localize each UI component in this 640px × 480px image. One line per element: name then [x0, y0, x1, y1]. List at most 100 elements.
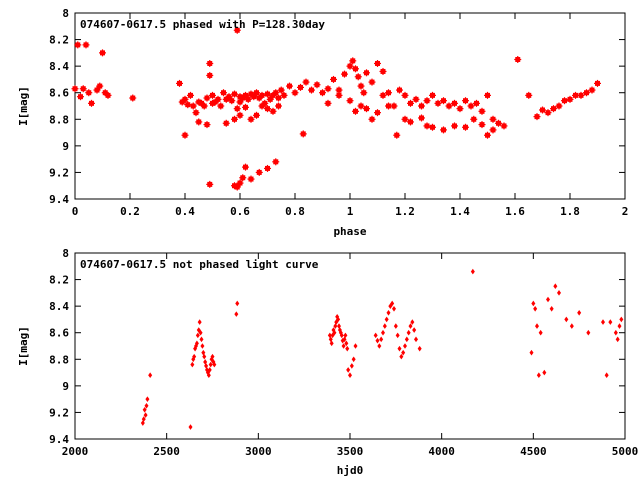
- data-point: [235, 300, 240, 307]
- data-point: [368, 115, 376, 123]
- data-point: [588, 86, 596, 94]
- data-point: [236, 111, 244, 119]
- data-point: [601, 319, 605, 325]
- data-point: [291, 89, 299, 97]
- data-point: [247, 175, 255, 183]
- data-point: [264, 164, 271, 172]
- data-point: [514, 56, 522, 63]
- data-point: [234, 311, 239, 317]
- top-y-axis-label: I[mag]: [17, 86, 30, 126]
- data-point: [390, 300, 395, 307]
- data-point: [393, 323, 398, 329]
- data-point: [299, 130, 307, 138]
- data-point: [401, 349, 406, 356]
- data-point: [434, 99, 442, 107]
- data-point: [542, 369, 547, 376]
- data-point: [225, 93, 233, 101]
- data-point: [141, 416, 146, 422]
- data-point: [272, 89, 280, 97]
- top-x-tick-label: 1.8: [560, 205, 580, 218]
- bottom-x-tick-label: 2000: [62, 445, 89, 458]
- data-point: [423, 122, 431, 130]
- data-point: [349, 363, 354, 369]
- data-point: [228, 97, 236, 105]
- data-point: [546, 296, 550, 303]
- top-y-tick-label: 8.4: [49, 60, 69, 73]
- data-point: [329, 340, 334, 347]
- data-point: [410, 319, 415, 325]
- data-point: [71, 85, 79, 93]
- data-point: [404, 336, 409, 343]
- bottom-plot-frame: [74, 252, 626, 440]
- data-point: [569, 323, 574, 329]
- data-point: [489, 126, 497, 134]
- data-point: [586, 329, 591, 336]
- data-point: [484, 91, 491, 99]
- data-point: [357, 82, 365, 90]
- bottom-y-tick-label: 8.8: [49, 353, 69, 366]
- data-point: [266, 95, 274, 103]
- data-point: [539, 106, 546, 114]
- top-y-tick-label: 9.2: [49, 166, 69, 179]
- bottom-x-tick-label: 5000: [612, 445, 639, 458]
- data-point: [277, 86, 285, 94]
- data-point: [373, 332, 378, 339]
- data-point: [343, 332, 348, 339]
- data-point: [566, 95, 574, 103]
- data-point: [250, 93, 258, 101]
- data-point: [231, 115, 238, 123]
- data-point: [385, 89, 392, 97]
- data-point: [336, 316, 341, 323]
- data-point: [386, 309, 391, 316]
- data-point: [313, 81, 321, 89]
- data-point: [594, 79, 601, 87]
- data-point: [500, 122, 508, 130]
- top-y-tick-label: 8.2: [49, 34, 69, 47]
- data-point: [368, 78, 376, 86]
- data-point: [198, 329, 203, 336]
- data-point: [564, 316, 569, 323]
- data-point: [363, 69, 370, 77]
- data-point: [337, 327, 342, 333]
- data-point: [553, 283, 558, 290]
- data-point: [286, 82, 293, 90]
- top-x-tick-label: 1: [347, 205, 354, 218]
- data-point: [555, 102, 563, 110]
- data-point: [392, 306, 396, 312]
- data-point: [408, 323, 413, 329]
- data-point: [242, 91, 249, 99]
- data-point: [352, 107, 359, 115]
- data-point: [346, 97, 354, 105]
- data-point: [341, 70, 348, 78]
- data-point: [187, 91, 194, 99]
- data-point: [549, 306, 554, 312]
- data-point: [445, 102, 453, 110]
- data-point: [550, 105, 557, 113]
- data-point: [184, 101, 192, 109]
- bottom-y-tick-label: 8.4: [49, 300, 69, 313]
- data-point: [374, 109, 381, 117]
- bottom-x-tick-label: 2500: [153, 445, 180, 458]
- data-point: [412, 95, 420, 103]
- data-point: [374, 59, 381, 67]
- data-point: [242, 163, 249, 171]
- data-point: [197, 319, 202, 325]
- data-point: [206, 180, 214, 188]
- data-point: [145, 396, 150, 402]
- data-point: [423, 97, 431, 105]
- data-point: [233, 105, 241, 113]
- data-point: [247, 115, 255, 123]
- data-point: [414, 336, 418, 343]
- data-point: [206, 372, 211, 379]
- data-point: [231, 90, 238, 98]
- data-point: [208, 361, 213, 368]
- data-point: [217, 102, 225, 110]
- data-point: [334, 319, 339, 325]
- data-point: [470, 115, 478, 123]
- data-point: [85, 89, 93, 97]
- data-point: [397, 345, 402, 352]
- data-point: [478, 121, 486, 129]
- top-y-tick-label: 8.6: [49, 87, 69, 100]
- data-point: [258, 102, 266, 110]
